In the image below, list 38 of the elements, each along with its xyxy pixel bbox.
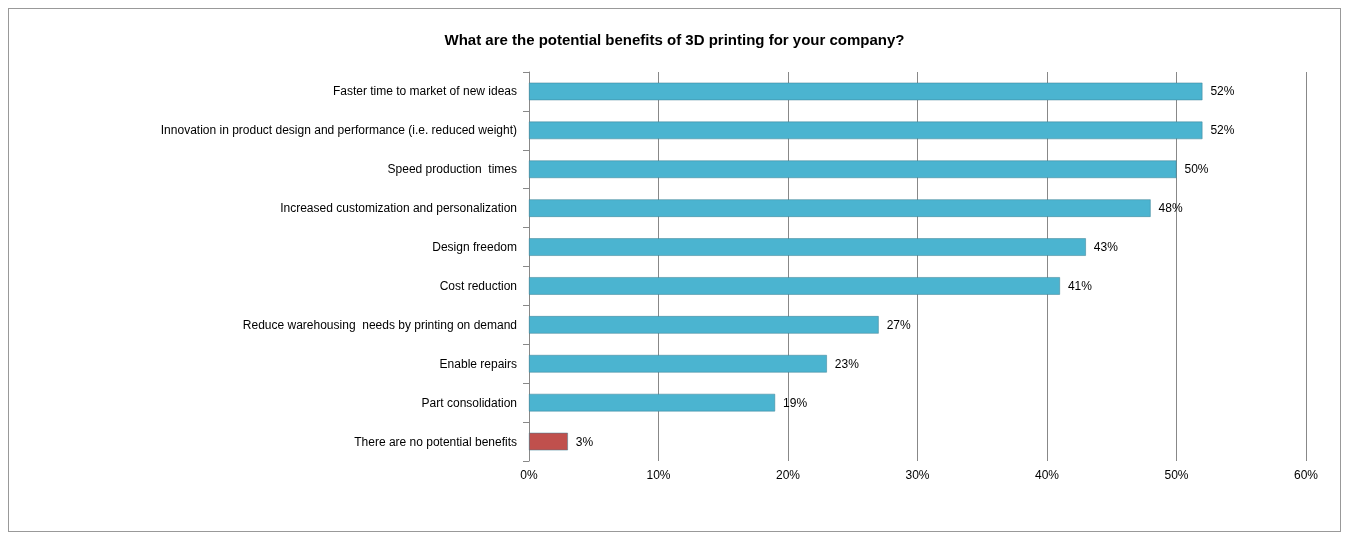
y-tick-label: Enable repairs bbox=[439, 356, 517, 371]
y-tick-label: Cost reduction bbox=[439, 278, 517, 293]
bar bbox=[529, 316, 879, 334]
bar bbox=[529, 238, 1086, 256]
bar bbox=[529, 277, 1060, 295]
y-tick-label: Reduce warehousing needs by printing on demand bbox=[242, 317, 517, 332]
chart-title: What are the potential benefits of 3D printing for your company? bbox=[444, 31, 905, 48]
data-label: 52% bbox=[1210, 123, 1235, 138]
y-tick-label: Faster time to market of new ideas bbox=[332, 84, 517, 99]
bar bbox=[529, 393, 776, 412]
data-label: 27% bbox=[886, 317, 911, 332]
y-tick-label: There are no potential benefits bbox=[354, 434, 517, 449]
data-label: 48% bbox=[1158, 201, 1183, 216]
data-label: 41% bbox=[1067, 278, 1093, 293]
bar bbox=[529, 82, 1203, 101]
x-tick-label: 50% bbox=[1164, 468, 1189, 482]
data-label: 19% bbox=[783, 395, 808, 410]
x-tick-label: 20% bbox=[775, 468, 801, 482]
y-tick-label: Innovation in product design and performance (i.e. reduced weight) bbox=[160, 123, 517, 138]
data-label: 50% bbox=[1184, 162, 1209, 177]
x-tick-label: 40% bbox=[1034, 468, 1060, 482]
bar bbox=[529, 160, 1177, 178]
bar bbox=[529, 121, 1203, 140]
bar bbox=[529, 355, 827, 373]
y-tick-label: Part consolidation bbox=[421, 395, 517, 410]
y-tick-label: Increased customization and personalization bbox=[280, 201, 517, 216]
data-label: 43% bbox=[1093, 240, 1119, 255]
x-tick-label: 10% bbox=[646, 468, 671, 482]
y-tick-label: Speed production times bbox=[387, 162, 517, 177]
data-label: 52% bbox=[1210, 84, 1235, 99]
data-label: 23% bbox=[834, 356, 860, 371]
x-tick-label: 30% bbox=[905, 468, 930, 482]
y-tick-label: Design freedom bbox=[432, 240, 517, 255]
bar bbox=[529, 199, 1151, 217]
x-tick-label: 0% bbox=[520, 468, 538, 482]
bar bbox=[529, 432, 568, 451]
data-label: 3% bbox=[575, 434, 594, 449]
x-tick-label: 60% bbox=[1293, 468, 1319, 482]
